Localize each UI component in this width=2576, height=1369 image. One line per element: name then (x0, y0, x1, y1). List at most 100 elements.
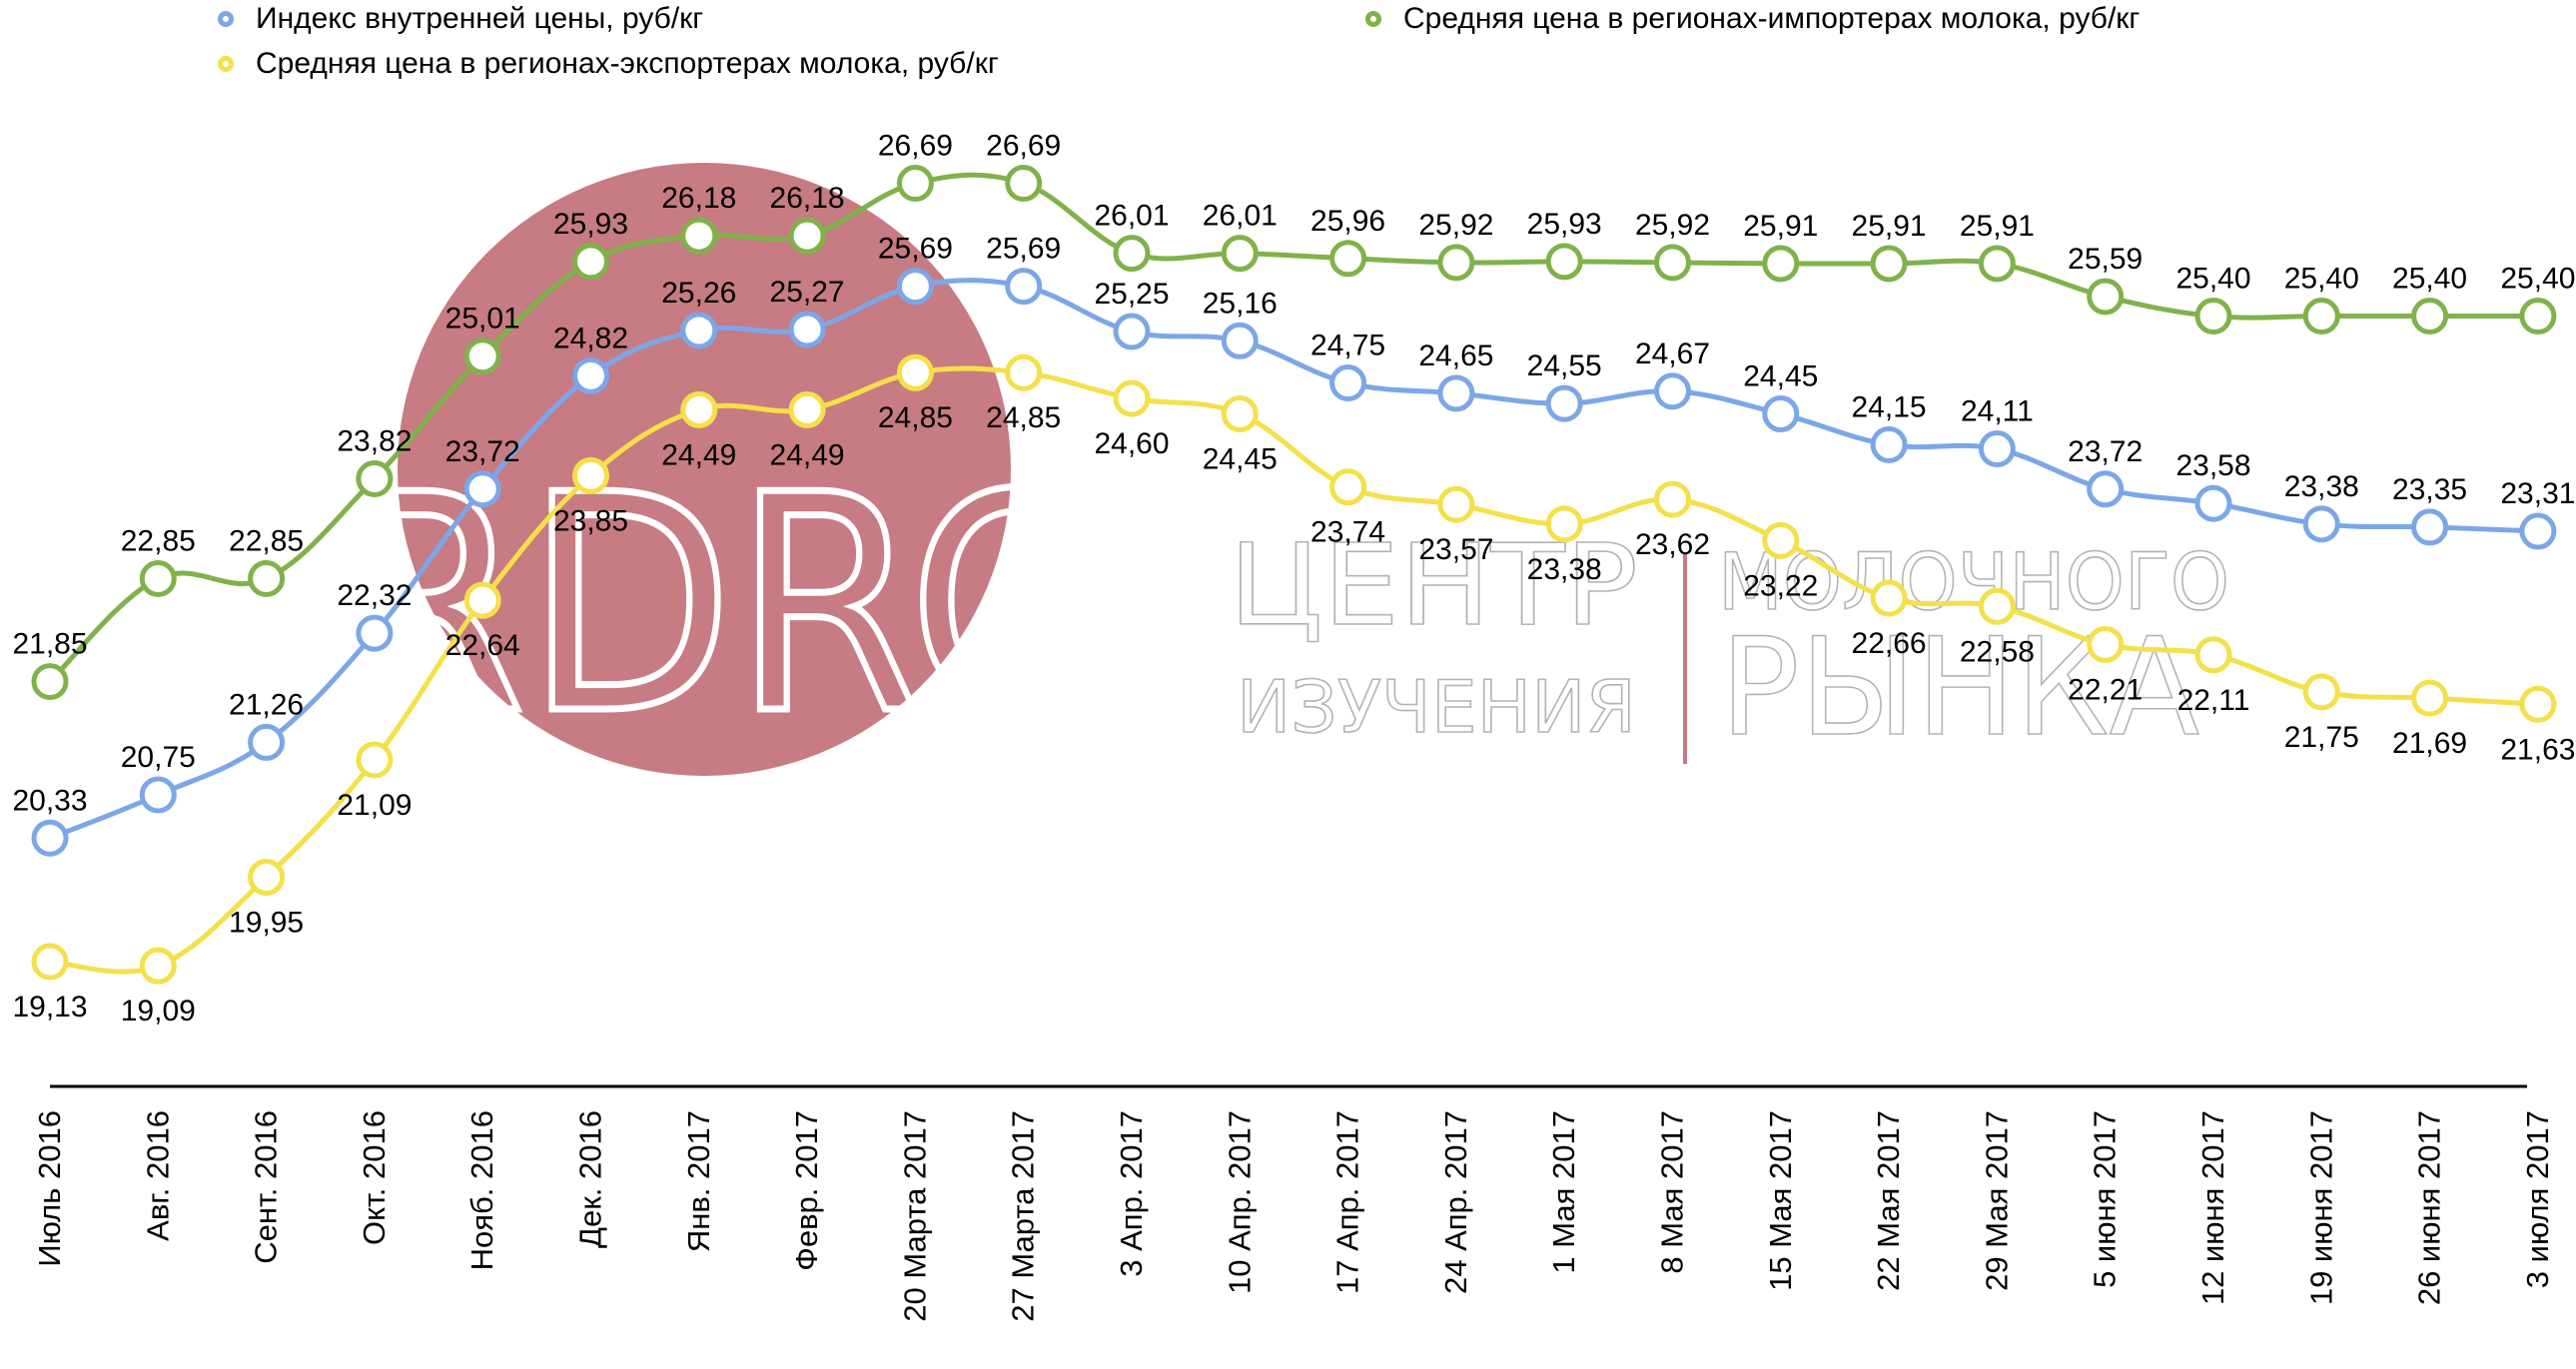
data-point-domestic-index (31, 819, 69, 857)
data-label-exporter-regions: 24,45 (1203, 442, 1278, 475)
data-label-importer-regions: 25,40 (2175, 263, 2250, 296)
data-label-domestic-index: 21,26 (229, 688, 304, 721)
data-label-importer-regions: 25,01 (445, 303, 520, 336)
data-point-exporter-regions (1005, 353, 1043, 391)
data-label-domestic-index: 25,69 (986, 233, 1061, 266)
data-label-importer-regions: 22,85 (229, 524, 304, 557)
data-point-exporter-regions (896, 353, 934, 391)
data-point-domestic-index (463, 470, 501, 508)
data-point-importer-regions (1437, 244, 1475, 282)
data-label-importer-regions: 26,01 (1094, 200, 1169, 233)
x-tick-label: 3 Апр. 2017 (1114, 1110, 1149, 1277)
x-tick-label: 15 Мая 2017 (1763, 1110, 1798, 1291)
data-point-exporter-regions (2194, 636, 2232, 674)
data-point-domestic-index (1762, 394, 1800, 432)
data-point-importer-regions (2087, 278, 2125, 316)
data-point-importer-regions (788, 217, 826, 255)
data-point-domestic-index (1329, 364, 1367, 402)
data-point-exporter-regions (788, 390, 826, 428)
data-label-importer-regions: 25,93 (1527, 208, 1602, 241)
data-label-exporter-regions: 21,63 (2500, 733, 2575, 766)
x-tick-label: 8 Мая 2017 (1655, 1110, 1690, 1274)
data-label-domestic-index: 20,75 (121, 741, 196, 774)
data-point-domestic-index (2411, 508, 2449, 546)
data-point-domestic-index (248, 723, 286, 761)
x-tick-label: 17 Апр. 2017 (1330, 1110, 1365, 1294)
data-label-domestic-index: 23,31 (2500, 477, 2575, 510)
data-point-importer-regions (463, 338, 501, 375)
data-label-importer-regions: 26,69 (986, 130, 1061, 163)
data-label-exporter-regions: 21,69 (2392, 727, 2467, 760)
watermark-text-study: ИЗУЧЕНИЯ (1237, 665, 1636, 749)
x-tick-label: Дек. 2016 (573, 1110, 608, 1248)
x-tick-label: Авг. 2016 (140, 1110, 175, 1241)
data-label-importer-regions: 26,18 (661, 182, 736, 215)
watermark-text-center: ЦЕНТР (1229, 521, 1638, 651)
data-label-exporter-regions: 24,85 (878, 401, 953, 434)
data-label-exporter-regions: 24,49 (770, 438, 845, 471)
data-label-exporter-regions: 23,38 (1527, 553, 1602, 586)
data-point-exporter-regions (1978, 587, 2016, 625)
data-label-importer-regions: 25,93 (553, 208, 628, 241)
data-label-exporter-regions: 19,09 (121, 995, 196, 1027)
data-point-exporter-regions (2302, 673, 2340, 711)
data-point-importer-regions (1978, 245, 2016, 283)
data-label-domestic-index: 23,72 (2068, 435, 2143, 468)
data-label-domestic-index: 25,26 (661, 277, 736, 310)
data-point-domestic-index (1113, 313, 1151, 350)
data-label-exporter-regions: 23,74 (1310, 516, 1385, 549)
data-point-domestic-index (1654, 372, 1691, 410)
data-label-importer-regions: 25,40 (2284, 263, 2359, 296)
data-point-exporter-regions (680, 390, 718, 428)
legend-marker-green (1365, 11, 1381, 27)
data-label-exporter-regions: 22,66 (1852, 627, 1927, 660)
legend-marker-yellow (218, 56, 234, 72)
legend-label: Средняя цена в регионах-импортерах молок… (1403, 2, 2141, 35)
data-label-domestic-index: 25,25 (1094, 278, 1169, 311)
x-tick-label: 19 июня 2017 (2303, 1110, 2338, 1305)
x-tick-label: 26 июня 2017 (2412, 1110, 2447, 1305)
legend-marker-blue (218, 11, 234, 27)
data-point-exporter-regions (356, 741, 394, 779)
data-point-importer-regions (1221, 235, 1259, 273)
data-label-importer-regions: 26,01 (1203, 200, 1278, 233)
data-point-domestic-index (1545, 384, 1583, 422)
legend-item-importer-regions: Средняя цена в регионах-импортерах молок… (1365, 2, 2140, 36)
data-label-importer-regions: 25,59 (2068, 243, 2143, 276)
watermark-logo-text: RDRC (338, 431, 1097, 780)
data-point-domestic-index (680, 312, 718, 349)
data-label-exporter-regions: 23,22 (1743, 569, 1818, 602)
data-point-domestic-index (1437, 374, 1475, 412)
x-axis-tick-labels: Июль 2016 Авг. 2016 Сент. 2016 Окт. 2016 Ноя… (32, 1110, 2555, 1322)
data-label-importer-regions: 25,92 (1418, 209, 1493, 242)
data-point-exporter-regions (1654, 480, 1691, 518)
data-label-importer-regions: 25,91 (1852, 210, 1927, 243)
legend-label: Средняя цена в регионах-экспортерах моло… (256, 47, 999, 80)
data-point-domestic-index (356, 614, 394, 652)
data-label-importer-regions: 22,85 (121, 524, 196, 557)
data-point-domestic-index (572, 356, 609, 394)
data-point-importer-regions (1654, 244, 1691, 282)
data-label-importer-regions: 25,92 (1635, 209, 1710, 242)
data-point-importer-regions (1113, 235, 1151, 273)
data-point-exporter-regions (2519, 685, 2557, 723)
x-tick-label: 27 Марта 2017 (1006, 1110, 1041, 1322)
data-point-importer-regions (572, 243, 609, 281)
data-point-importer-regions (1870, 245, 1908, 283)
x-tick-label: Июль 2016 (32, 1110, 67, 1267)
data-point-domestic-index (1978, 430, 2016, 468)
data-label-domestic-index: 23,35 (2392, 473, 2467, 506)
data-point-domestic-index (1870, 425, 1908, 463)
data-point-exporter-regions (31, 943, 69, 981)
data-point-domestic-index (2302, 505, 2340, 543)
data-point-importer-regions (896, 165, 934, 203)
data-point-exporter-regions (1221, 394, 1259, 432)
x-tick-label: 5 июня 2017 (2088, 1110, 2123, 1288)
data-label-exporter-regions: 23,85 (553, 504, 628, 537)
data-point-exporter-regions (2411, 679, 2449, 717)
watermark: RDRC ЦЕНТР ИЗУЧЕНИЯ МОЛОЧНОГО РЫНКА (335, 163, 2230, 784)
data-labels: 21,85 22,85 22,85 23,82 25,01 25,93 26,18 26,18… (12, 130, 2575, 1028)
data-label-exporter-regions: 24,49 (661, 438, 736, 471)
data-point-importer-regions (2194, 298, 2232, 336)
data-label-importer-regions: 25,91 (1743, 210, 1818, 243)
